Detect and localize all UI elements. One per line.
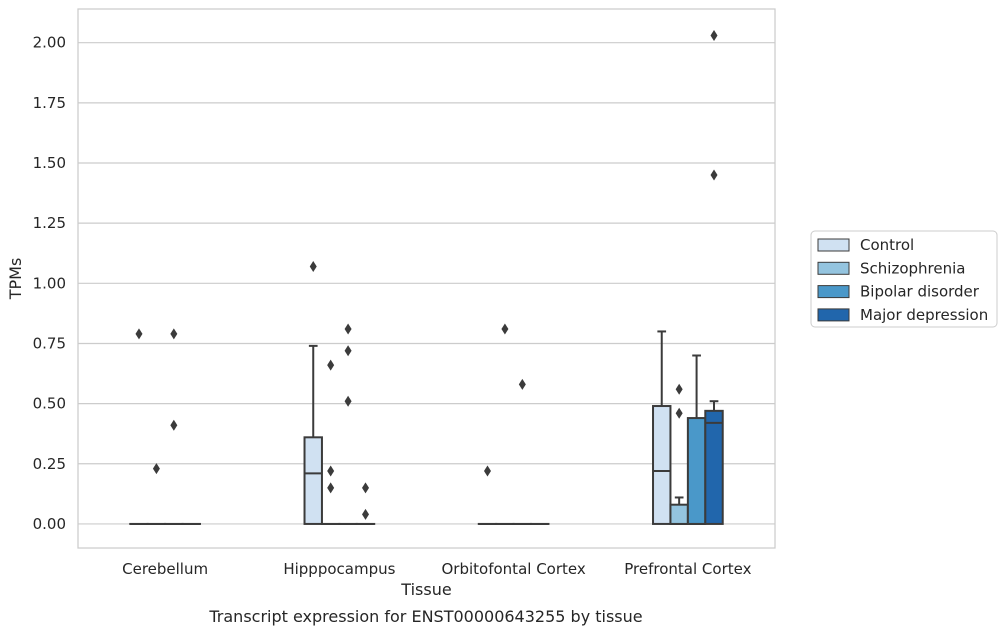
outlier-point — [135, 328, 143, 340]
box-bipolar-disorder — [512, 378, 533, 525]
x-tick-label: Cerebellum — [122, 560, 208, 578]
legend-swatch — [817, 261, 850, 275]
outlier-point — [327, 482, 335, 494]
x-axis-ticks: Cerebellum Hipppocampus Orbitofontal Corte… — [122, 560, 751, 578]
x-axis-title: Tissue — [400, 580, 451, 599]
box-major-depression — [355, 482, 376, 525]
outlier-point — [501, 323, 509, 335]
y-axis-ticks: 0.00 0.25 0.50 0.75 1.00 1.25 1.50 1.75 2.00 — [33, 34, 66, 533]
outlier-point — [483, 465, 491, 477]
y-tick-label: 0.25 — [33, 455, 66, 473]
box-control — [129, 328, 149, 525]
y-tick-label: 0.00 — [33, 515, 66, 533]
outlier-point — [170, 328, 178, 340]
legend-label: Schizophrenia — [860, 259, 965, 277]
y-tick-label: 1.25 — [33, 214, 66, 232]
box-control — [477, 465, 498, 525]
outlier-point — [344, 395, 352, 407]
y-tick-label: 2.00 — [33, 34, 66, 52]
y-axis-title: TPMs — [6, 258, 25, 301]
chart-caption: Transcript expression for ENST0000064325… — [208, 607, 642, 626]
outlier-point — [518, 378, 526, 390]
box-body — [669, 503, 689, 525]
box-major-depression — [704, 29, 724, 525]
box-body — [303, 436, 323, 525]
gridlines — [78, 42, 775, 525]
box-schizophrenia — [320, 359, 341, 525]
legend-swatch — [817, 285, 850, 299]
legend-swatch — [817, 238, 850, 252]
outlier-point — [327, 359, 335, 371]
box-plots — [129, 29, 724, 525]
box-body — [704, 409, 724, 525]
plot-area-frame — [77, 8, 776, 549]
legend: Control Schizophrenia Bipolar disorder Majo… — [810, 230, 998, 328]
outlier-point — [170, 419, 178, 431]
y-tick-label: 0.75 — [33, 334, 66, 352]
legend-swatch — [817, 308, 850, 322]
box-body — [686, 417, 707, 525]
y-tick-label: 1.50 — [33, 154, 66, 172]
outlier-point — [675, 407, 683, 419]
outlier-point — [309, 260, 317, 272]
outlier-point — [710, 169, 718, 181]
box-schizophrenia — [495, 323, 515, 525]
y-tick-label: 0.50 — [33, 395, 66, 413]
outlier-point — [344, 345, 352, 357]
box-control — [652, 330, 672, 525]
outlier-point — [152, 463, 160, 475]
box-schizophrenia — [669, 383, 689, 525]
y-tick-label: 1.75 — [33, 94, 66, 112]
y-tick-label: 1.00 — [33, 274, 66, 292]
legend-label: Control — [860, 236, 914, 254]
outlier-point — [327, 465, 335, 477]
x-tick-label: Orbitofontal Cortex — [442, 560, 586, 578]
x-tick-label: Prefrontal Cortex — [624, 560, 751, 578]
outlier-point — [675, 383, 683, 395]
legend-label: Major depression — [860, 306, 988, 324]
legend-frame — [810, 230, 998, 328]
legend-label: Bipolar disorder — [860, 283, 980, 301]
box-bipolar-disorder — [686, 354, 707, 525]
box-control — [303, 260, 323, 525]
outlier-point — [362, 508, 370, 520]
outlier-point — [344, 323, 352, 335]
outlier-point — [362, 482, 370, 494]
box-bipolar-disorder — [338, 323, 358, 525]
box-bipolar-disorder — [164, 328, 184, 525]
x-tick-label: Hipppocampus — [283, 560, 395, 578]
box-body — [652, 405, 672, 525]
box-schizophrenia — [146, 463, 167, 525]
outlier-point — [710, 29, 718, 41]
